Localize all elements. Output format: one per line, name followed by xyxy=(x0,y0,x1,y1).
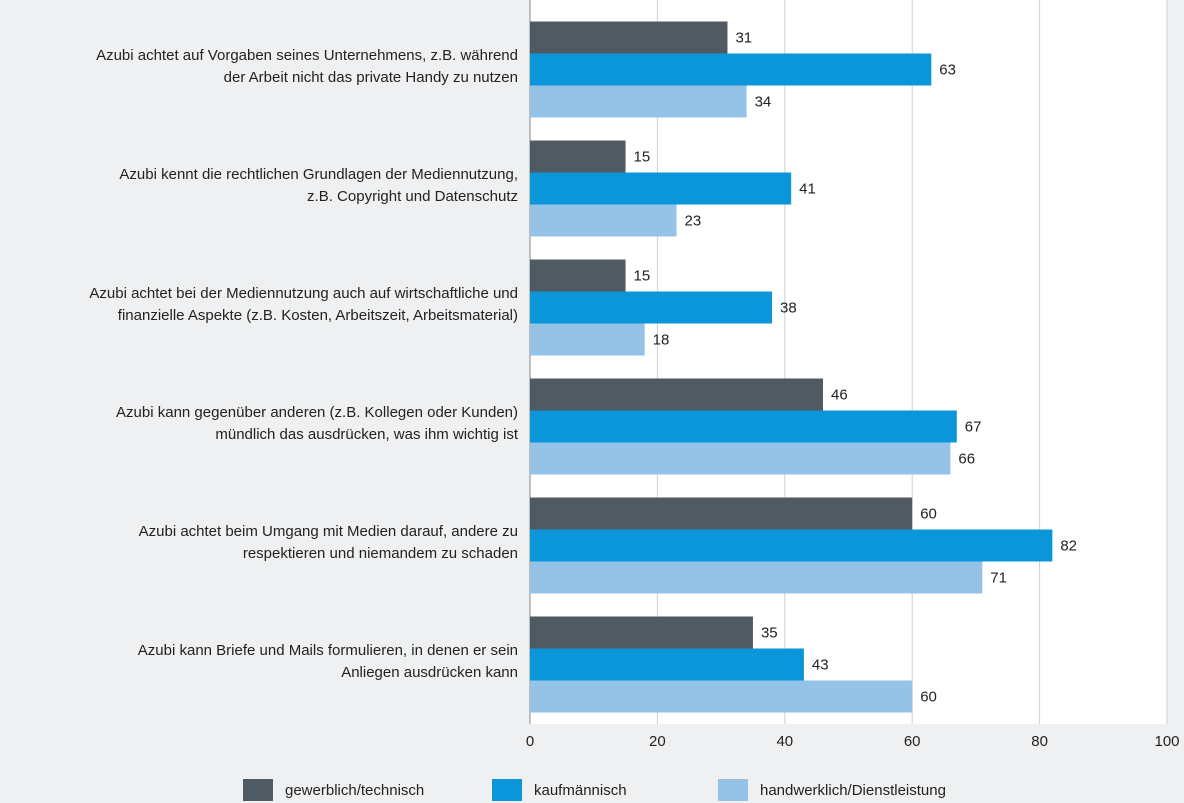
bar xyxy=(530,172,792,205)
bar xyxy=(530,529,1053,562)
legend-swatch xyxy=(718,779,748,801)
x-tick-label: 80 xyxy=(1031,733,1048,750)
value-label: 71 xyxy=(990,569,1007,586)
x-tick-label: 20 xyxy=(649,733,666,750)
value-label: 46 xyxy=(831,386,848,403)
legend-label: gewerblich/technisch xyxy=(285,782,424,799)
bar xyxy=(530,561,983,594)
value-label: 66 xyxy=(958,450,975,467)
plot-area xyxy=(530,0,1167,724)
category-label: Azubi kennt die rechtlichen Grundlagen d… xyxy=(119,165,518,205)
bar xyxy=(530,204,677,237)
category-label: Azubi achtet beim Umgang mit Medien dara… xyxy=(138,522,518,562)
bar xyxy=(530,648,804,681)
value-label: 82 xyxy=(1060,537,1077,554)
category-label: Azubi kann Briefe und Mails formulieren,… xyxy=(137,641,518,681)
bar xyxy=(530,291,773,324)
legend-swatch xyxy=(243,779,273,801)
value-label: 60 xyxy=(920,688,937,705)
x-tick-label: 0 xyxy=(526,733,534,750)
value-label: 63 xyxy=(939,61,956,78)
value-label: 15 xyxy=(634,267,651,284)
category-label: Azubi kann gegenüber anderen (z.B. Kolle… xyxy=(116,403,518,443)
legend-swatch xyxy=(492,779,522,801)
bar xyxy=(530,497,913,530)
value-label: 60 xyxy=(920,505,937,522)
bar xyxy=(530,410,957,443)
bar xyxy=(530,378,824,411)
value-label: 35 xyxy=(761,624,778,641)
x-tick-label: 40 xyxy=(776,733,793,750)
bar xyxy=(530,21,728,54)
bar xyxy=(530,323,645,356)
bar xyxy=(530,53,932,86)
value-label: 38 xyxy=(780,299,797,316)
bar xyxy=(530,616,753,649)
bar xyxy=(530,680,913,713)
bar xyxy=(530,85,747,118)
value-label: 41 xyxy=(799,180,816,197)
value-label: 23 xyxy=(685,212,702,229)
category-label: Azubi achtet bei der Mediennutzung auch … xyxy=(89,284,518,324)
x-tick-label: 100 xyxy=(1154,733,1179,750)
bar xyxy=(530,259,626,292)
x-tick-label: 60 xyxy=(904,733,921,750)
value-label: 43 xyxy=(812,656,829,673)
value-label: 67 xyxy=(965,418,982,435)
value-label: 34 xyxy=(755,93,772,110)
legend-label: handwerklich/Dienstleistung xyxy=(760,782,946,799)
legend-label: kaufmännisch xyxy=(534,782,627,799)
value-label: 31 xyxy=(735,29,752,46)
value-label: 15 xyxy=(634,148,651,165)
value-label: 18 xyxy=(653,331,670,348)
category-label: Azubi achtet auf Vorgaben seines Unterne… xyxy=(96,46,518,86)
bar xyxy=(530,140,626,173)
bar xyxy=(530,442,951,475)
